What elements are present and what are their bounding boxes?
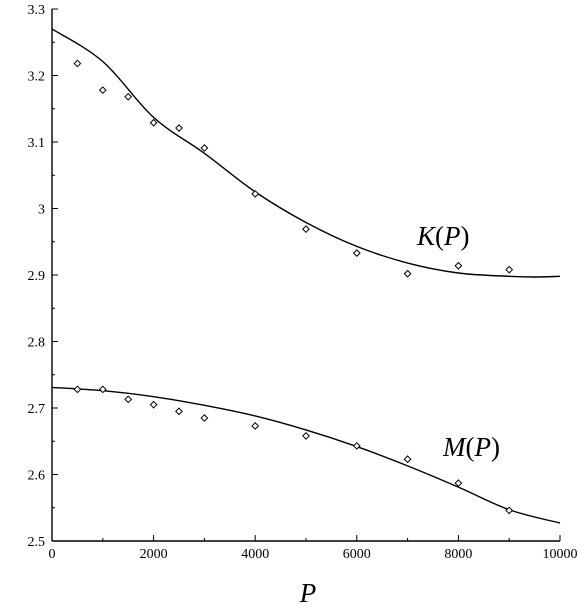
y-tick-label: 2.8 (28, 336, 46, 351)
data-point-M (403, 455, 412, 464)
data-point-K (124, 92, 133, 101)
x-tick-label: 4000 (241, 547, 269, 562)
y-tick-label: 3 (38, 203, 45, 218)
y-tick-label: 2.6 (28, 469, 46, 484)
data-point-K (200, 144, 209, 152)
data-point-M (302, 432, 310, 440)
x-tick-label: 10000 (543, 547, 578, 562)
data-point-K (149, 118, 158, 127)
data-point-K (352, 249, 361, 257)
y-tick-label: 2.9 (28, 269, 46, 284)
data-point-K (251, 189, 260, 198)
data-point-K (73, 59, 82, 68)
data-point-M (251, 422, 260, 430)
x-tick-label: 0 (49, 547, 56, 562)
data-point-K (98, 86, 107, 95)
x-tick-label: 6000 (343, 547, 371, 562)
y-tick-label: 2.7 (28, 402, 46, 417)
y-tick-label: 3.1 (28, 136, 46, 151)
x-axis-title: P (299, 578, 317, 608)
data-point-M (454, 479, 463, 488)
x-tick-label: 8000 (444, 547, 472, 562)
data-point-K (403, 269, 412, 278)
fit-curves (51, 28, 561, 524)
fit-curve-K (51, 28, 561, 278)
data-point-K (175, 124, 183, 132)
data-point-M (505, 506, 514, 515)
data-point-K (302, 225, 310, 234)
data-point-M (73, 385, 82, 394)
data-point-M (175, 407, 183, 416)
data-point-M (124, 395, 133, 404)
data-point-M (352, 441, 361, 450)
y-tick-label: 3.3 (28, 3, 46, 18)
data-points (73, 59, 514, 515)
y-tick-label: 2.5 (28, 535, 46, 550)
curve-label-K: K(P) (416, 221, 470, 251)
curve-label-M: M(P) (442, 432, 500, 462)
fit-curve-M (51, 386, 561, 524)
y-tick-label: 3.2 (28, 70, 46, 85)
data-point-M (98, 385, 107, 394)
data-point-K (454, 261, 463, 270)
data-point-M (149, 400, 158, 409)
curve-labels: K(P) M(P) (416, 221, 500, 462)
axes: 0 2000 4000 6000 8000 10000 2.5 2.6 2.7 2.8 2.9 3 3.… (28, 3, 578, 562)
x-tick-label: 2000 (140, 547, 168, 562)
data-point-M (200, 414, 209, 422)
data-point-K (505, 265, 514, 274)
